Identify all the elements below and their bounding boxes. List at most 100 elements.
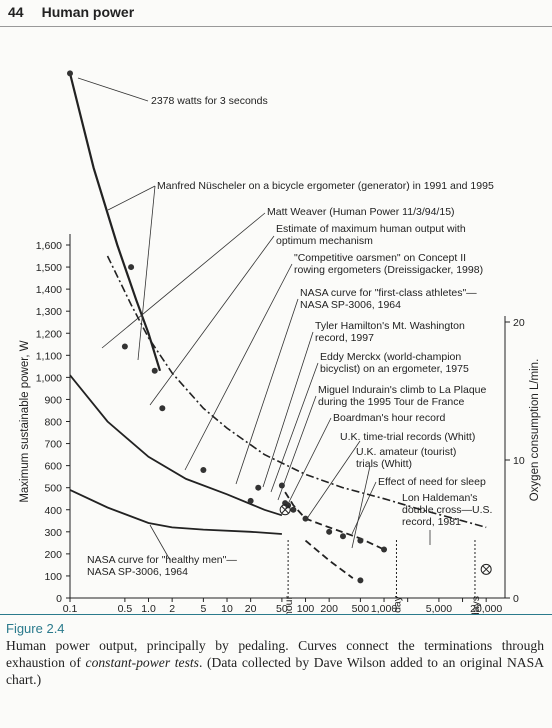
leader: [284, 417, 332, 511]
y-tick-label: 700: [44, 439, 62, 451]
y-tick-label: 400: [44, 505, 62, 517]
annotation-line: Lon Haldeman's: [402, 492, 478, 504]
leader: [137, 185, 156, 361]
y-tick-label: 500: [44, 483, 62, 495]
annotation-line: Eddy Merckx (world-champion: [320, 351, 461, 363]
leader: [149, 524, 171, 561]
caption: Figure 2.4 Human power output, principall…: [6, 620, 544, 688]
leader: [235, 298, 299, 485]
curve: [69, 489, 282, 535]
annotation-line: Estimate of maximum human output with: [276, 223, 466, 235]
x-tick-label: 5,000: [426, 603, 452, 614]
data-point: [128, 264, 135, 271]
time-marker-label: 1 hour: [283, 596, 295, 614]
annotation: U.K. amateur (tourist) trials (Whitt): [356, 446, 456, 470]
x-tick-label: 20,000: [470, 603, 502, 614]
page-header: 44 Human power: [8, 4, 152, 20]
annotation-line: during the 1995 Tour de France: [318, 396, 464, 408]
y-tick-label: 1,400: [36, 284, 62, 296]
annotation-line: rowing ergometers (Dreissigacker, 1998): [294, 264, 483, 276]
annotation: Eddy Merckx (world-champion bicyclist) on…: [320, 351, 469, 375]
leader: [351, 465, 371, 549]
data-point: [357, 577, 364, 584]
y-tick-label: 0: [56, 593, 62, 605]
caption-rule: [0, 614, 552, 615]
data-point: [200, 467, 207, 474]
annotation: Boardman's hour record: [333, 412, 445, 424]
data-point: [159, 405, 166, 412]
annotation: Tyler Hamilton's Mt. Washington record, 1…: [315, 320, 465, 344]
annotation-line: Boardman's hour record: [333, 412, 445, 424]
y-tick-label: 1,100: [36, 350, 62, 362]
y-tick-label: 1,200: [36, 328, 62, 340]
annotation: "Competitive oarsmen" on Concept II rowin…: [294, 252, 483, 276]
x-tick-label: 2: [169, 603, 175, 614]
annotation-line: NASA curve for "first-class athletes"—: [300, 287, 477, 299]
data-point: [381, 546, 388, 553]
x-tick-label: 5: [200, 603, 206, 614]
leader: [262, 331, 314, 488]
y-tick-label: 100: [44, 571, 62, 583]
annotation: Manfred Nüscheler on a bicycle ergometer…: [157, 180, 494, 192]
y-tick-label: 900: [44, 394, 62, 406]
leader: [270, 362, 319, 493]
annotation: Lon Haldeman's double cross—U.S. record, 1…: [402, 492, 492, 528]
y-tick-label: 200: [44, 549, 62, 561]
y-tick-label: 1,300: [36, 306, 62, 318]
leader: [101, 212, 266, 349]
annotation-line: NASA curve for "healthy men"—: [87, 554, 237, 566]
y-tick-label: 1,600: [36, 240, 62, 252]
caption-text: Human power output, principally by pedal…: [6, 638, 544, 670]
annotation: NASA curve for "healthy men"— NASA SP-300…: [87, 554, 237, 578]
cross-marker: [480, 563, 492, 575]
x-tick-label: 1,000: [371, 603, 397, 614]
annotation: Effect of need for sleep: [378, 476, 486, 488]
annotation: Miguel Indurain's climb to La Plaque duri…: [318, 384, 487, 408]
cross-lines: [482, 565, 491, 574]
annotation-line: record, 1997: [315, 332, 374, 344]
chapter-title: Human power: [41, 4, 135, 20]
y2-axis-title: Oxygen consumption L/min.: [529, 359, 541, 502]
annotation-line: "Competitive oarsmen" on Concept II: [294, 252, 466, 264]
annotation-line: Manfred Nüscheler on a bicycle ergometer…: [157, 180, 494, 192]
y-tick-label: 1,500: [36, 262, 62, 274]
data-point: [302, 515, 309, 522]
annotation: U.K. time-trial records (Whitt): [340, 431, 475, 443]
data-point: [278, 482, 285, 489]
y-tick-label: 300: [44, 527, 62, 539]
leader: [77, 77, 149, 102]
data-point: [357, 537, 364, 544]
page-number: 44: [8, 4, 24, 20]
annotation-line: NASA SP-3006, 1964: [87, 566, 188, 578]
annotation-line: record, 1981: [402, 516, 461, 528]
x-tick-label: 20: [245, 603, 257, 614]
annotation-line: 2378 watts for 3 seconds: [151, 95, 268, 107]
annotation-line: bicyclist) on an ergometer, 1975: [320, 363, 469, 375]
leader: [351, 481, 377, 535]
leader: [149, 235, 275, 406]
curve: [68, 73, 162, 372]
y2-tick-label: 10: [513, 455, 525, 467]
caption-text: . (Data collected by Dave Wilson added t…: [6, 655, 544, 687]
annotation: Estimate of maximum human output with opt…: [276, 223, 466, 247]
data-point: [339, 533, 346, 540]
data-point: [247, 497, 254, 504]
curve: [284, 491, 385, 551]
y-tick-label: 800: [44, 417, 62, 429]
annotation: 2378 watts for 3 seconds: [151, 95, 268, 107]
x-tick-label: 0.1: [63, 603, 78, 614]
data-point: [290, 506, 297, 513]
x-tick-label: 100: [297, 603, 315, 614]
x-tick-label: 0.5: [118, 603, 133, 614]
x-tick-label: 1.0: [141, 603, 156, 614]
annotation-line: optimum mechanism: [276, 235, 373, 247]
time-marker-label: 10 days: [470, 596, 482, 614]
x-tick-label: 50: [276, 603, 288, 614]
annotation: Matt Weaver (Human Power 11/3/94/15): [267, 206, 455, 218]
x-tick-label: 10: [221, 603, 233, 614]
annotation: NASA curve for "first-class athletes"— NA…: [300, 287, 477, 311]
y2-tick-label: 20: [513, 317, 525, 329]
annotation-line: double cross—U.S.: [402, 504, 492, 516]
data-point: [255, 484, 262, 491]
